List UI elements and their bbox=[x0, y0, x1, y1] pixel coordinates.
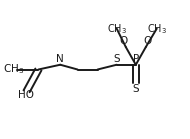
Text: HO: HO bbox=[18, 90, 34, 100]
Text: N: N bbox=[56, 54, 64, 64]
Text: CH$_3$: CH$_3$ bbox=[3, 63, 24, 76]
Text: CH$_3$: CH$_3$ bbox=[107, 22, 127, 36]
Text: CH$_3$: CH$_3$ bbox=[147, 22, 167, 36]
Text: S: S bbox=[113, 54, 120, 64]
Text: S: S bbox=[132, 84, 139, 94]
Text: P: P bbox=[133, 54, 139, 64]
Text: O: O bbox=[120, 36, 128, 46]
Text: O: O bbox=[143, 36, 152, 46]
